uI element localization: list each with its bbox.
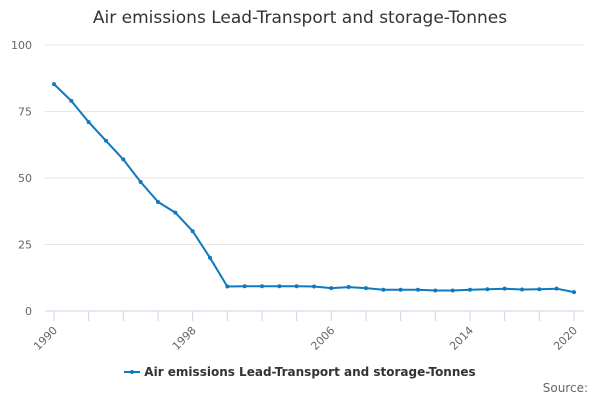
x-tick-label: 2006 (308, 324, 337, 353)
data-point[interactable] (190, 229, 195, 234)
data-line (53, 83, 575, 294)
gridlines (45, 44, 584, 312)
data-point[interactable] (69, 98, 74, 103)
data-point[interactable] (433, 288, 438, 293)
data-point[interactable] (260, 284, 264, 289)
data-point[interactable] (468, 287, 472, 292)
data-point[interactable] (485, 287, 490, 292)
data-point[interactable] (52, 82, 56, 87)
data-point[interactable] (572, 290, 576, 295)
data-point[interactable] (450, 288, 455, 293)
legend-line-icon (124, 367, 141, 377)
data-point[interactable] (138, 179, 143, 184)
legend[interactable]: Air emissions Lead-Transport and storage… (0, 365, 600, 379)
x-tick-label: 2020 (551, 324, 580, 353)
data-point[interactable] (294, 284, 299, 289)
chart-title: Air emissions Lead-Transport and storage… (92, 8, 508, 28)
x-axis: 1990 1998 2006 2014 2020 (31, 311, 580, 353)
data-point[interactable] (398, 287, 403, 292)
data-point[interactable] (208, 255, 212, 260)
data-point[interactable] (364, 286, 368, 291)
data-point[interactable] (329, 286, 334, 291)
y-tick-label: 25 (18, 239, 32, 252)
series-line (52, 82, 576, 295)
y-axis: 0 25 50 75 100 (11, 39, 32, 318)
data-point[interactable] (416, 287, 420, 292)
data-point[interactable] (277, 284, 282, 289)
data-point[interactable] (156, 199, 160, 204)
y-tick-label: 50 (18, 172, 32, 185)
data-point[interactable] (381, 287, 386, 292)
data-point[interactable] (225, 284, 230, 289)
data-point[interactable] (312, 284, 316, 289)
data-point[interactable] (537, 287, 542, 292)
data-point[interactable] (121, 157, 126, 162)
data-point[interactable] (554, 286, 559, 291)
y-tick-label: 75 (18, 106, 32, 119)
legend-label: Air emissions Lead-Transport and storage… (144, 365, 476, 379)
data-point[interactable] (346, 285, 351, 290)
data-point[interactable] (242, 284, 247, 289)
data-point[interactable] (104, 138, 108, 143)
source-label: Source: (542, 381, 588, 395)
x-tick-label: 1990 (31, 324, 60, 353)
data-point[interactable] (520, 287, 524, 292)
y-tick-label: 100 (11, 39, 32, 52)
data-point[interactable] (502, 286, 507, 291)
data-point[interactable] (86, 120, 91, 125)
data-point[interactable] (173, 210, 178, 215)
x-tick-label: 2014 (447, 324, 476, 353)
y-tick-label: 0 (25, 305, 32, 318)
x-tick-label: 1998 (170, 324, 199, 353)
